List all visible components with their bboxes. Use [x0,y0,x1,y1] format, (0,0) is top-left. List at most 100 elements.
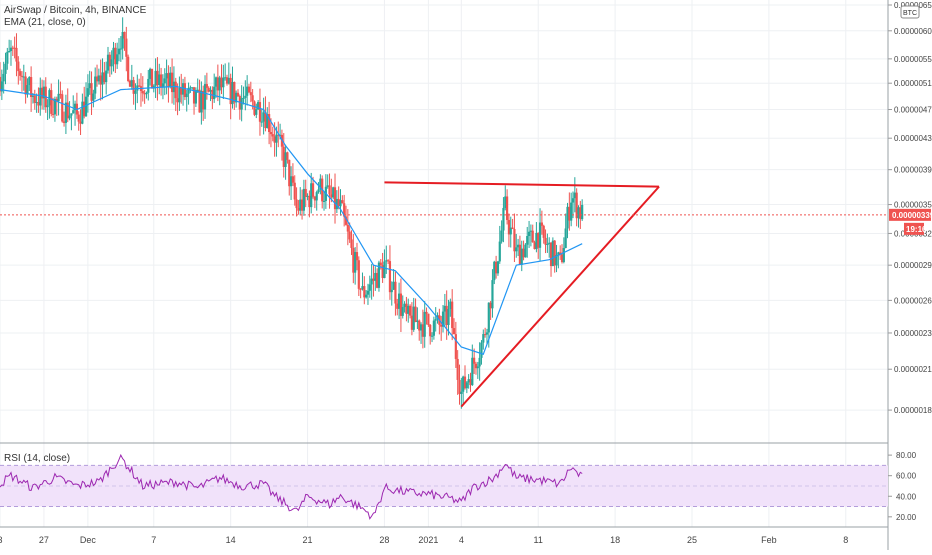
candle-body [553,240,556,266]
candle-body [141,91,144,94]
x-tick-label: Feb [761,535,777,545]
candle-body [275,134,278,143]
candle-body [209,89,212,92]
candle-body [57,93,60,102]
candle-body [59,93,62,95]
candle-body [577,207,580,219]
candle-body [330,194,333,198]
candle-body [163,78,166,84]
rsi-tick-label: 60.00 [896,472,917,481]
candle-body [408,305,412,316]
candle-body [114,47,117,65]
candle-body [295,199,298,209]
candle-body [355,252,359,261]
candle-body [0,76,2,92]
candle-body [33,95,36,103]
candle-body [15,47,18,62]
candle-body [300,199,304,211]
candle-body [108,54,111,67]
candle-body [489,302,492,309]
currency-box [900,5,920,19]
candle-body [518,244,522,265]
candle-body [315,192,318,201]
last-price-value: 0.00000339 [892,211,932,220]
candle-body [61,94,64,122]
candle-body [149,68,152,79]
candle-body [79,121,82,124]
candle-body [236,92,240,97]
candle-body [196,89,199,91]
candle-body [473,357,476,364]
rsi-legend[interactable]: RSI (14, close) [4,453,71,464]
candle-body [317,189,320,193]
candle-body [500,230,503,242]
candle-body [363,286,366,298]
candle-body [350,239,353,248]
candle-body [357,260,360,289]
candle-body [419,324,423,331]
candle-body [319,178,322,190]
candle-body [313,196,316,201]
candle-body [449,301,452,310]
candle-body [571,198,575,203]
x-tick-label: 4 [459,535,464,545]
candle-body [0,81,3,92]
candle-body [491,280,494,309]
candle-body [251,95,254,102]
candle-body [299,199,302,211]
candle-body [42,86,46,99]
candle-body [231,82,234,105]
candle-body [516,244,520,248]
candle-body [365,294,368,298]
candle-body [134,90,137,94]
candle-body [297,208,300,211]
candle-body [579,207,582,220]
candle-body [306,195,309,197]
x-tick-label: 7 [151,535,156,545]
candle-body [260,121,263,123]
candle-body [560,254,564,263]
symbol-title[interactable]: AirSwap / Bitcoin, 4h, BINANCE [4,5,147,16]
candle-body [174,81,177,99]
candle-body [203,84,207,110]
candle-body [70,113,73,116]
rsi-tick-label: 80.00 [896,451,917,460]
candle-body [247,86,251,93]
candle-body [30,77,33,98]
candle-body [244,95,247,98]
candle-body [24,76,27,95]
candle-body [170,72,174,93]
candle-body [97,75,100,82]
y-tick-label: 0.00000185 [894,406,932,415]
candle-body [31,95,35,98]
candle-body [13,47,16,49]
candle-body [304,188,307,197]
candle-body [527,231,531,237]
candle-body [549,242,553,267]
candle-body [310,183,313,208]
candle-body [434,319,437,321]
candle-body [138,85,141,87]
ema-line [0,85,583,355]
candle-body [53,98,57,115]
candle-body [385,260,388,262]
candle-body [551,240,554,267]
candle-body [440,324,443,327]
support-line [460,185,660,408]
ema-legend[interactable]: EMA (21, close, 0) [4,17,86,28]
candle-body [366,290,370,295]
candle-body [64,102,68,123]
candle-body [348,231,351,240]
candle-body [41,87,44,99]
candle-body [169,72,172,88]
candle-body [573,192,576,199]
candle-body [447,309,450,325]
candle-body [269,132,273,135]
candle-body [346,224,349,232]
candle-body [154,70,157,86]
candle-body [405,303,408,314]
candle-body [19,71,22,76]
